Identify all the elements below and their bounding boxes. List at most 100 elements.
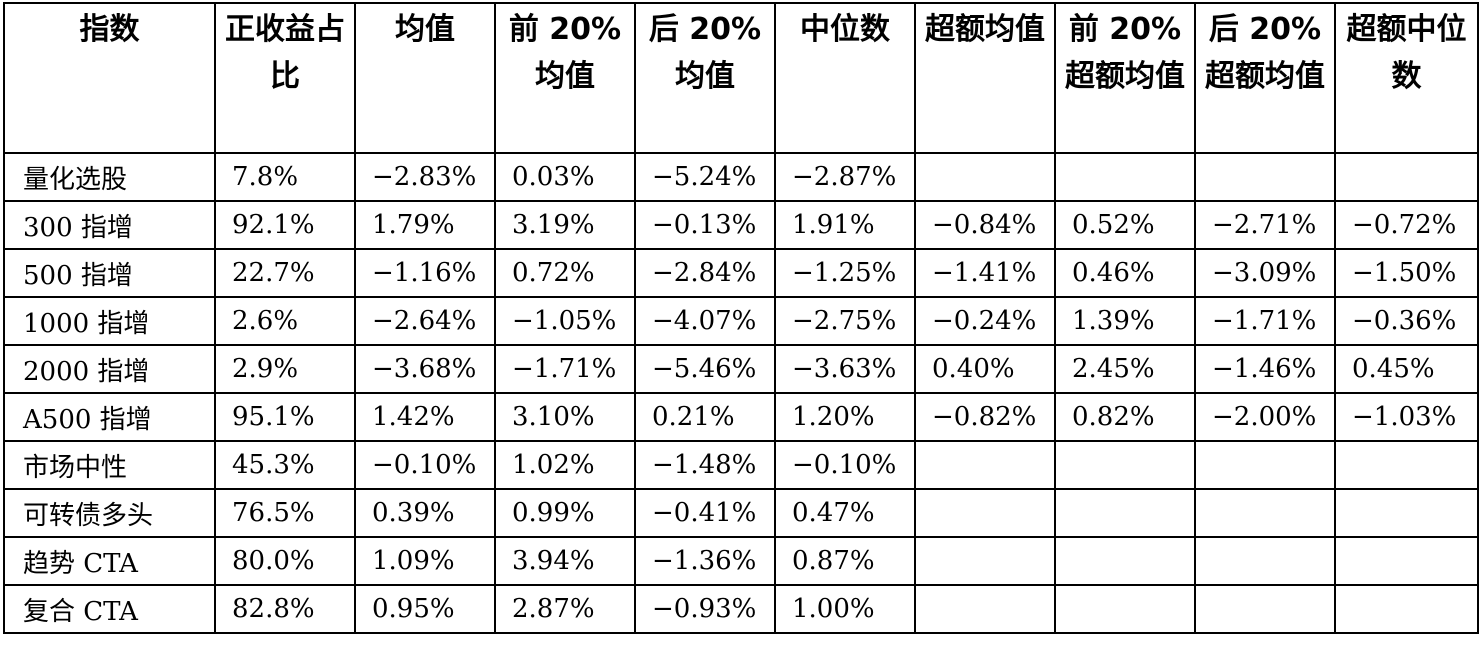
cell-excess-mean bbox=[914, 152, 1056, 202]
cell-mean: 1.42% bbox=[354, 392, 496, 442]
cell-top20-mean: 0.03% bbox=[494, 152, 636, 202]
cell-bottom20-mean: −2.84% bbox=[634, 248, 776, 298]
table-row: 可转债多头 76.5% 0.39% 0.99% −0.41% 0.47% bbox=[3, 488, 1479, 538]
cell-bottom20-excess-mean: −1.46% bbox=[1194, 344, 1336, 394]
table-body: 量化选股 7.8% −2.83% 0.03% −5.24% −2.87% 300 指增 92.… bbox=[3, 152, 1479, 634]
cell-bottom20-excess-mean: −2.00% bbox=[1194, 392, 1336, 442]
cell-bottom20-mean: 0.21% bbox=[634, 392, 776, 442]
cell-top20-excess-mean bbox=[1054, 488, 1196, 538]
cell-top20-mean: −1.71% bbox=[494, 344, 636, 394]
cell-positive-ratio: 45.3% bbox=[214, 440, 356, 490]
cell-excess-median: −1.03% bbox=[1334, 392, 1479, 442]
header-top20-excess-mean: 前 20%超额均值 bbox=[1054, 2, 1196, 154]
table-row: A500 指增 95.1% 1.42% 3.10% 0.21% 1.20% −0.82% 0.… bbox=[3, 392, 1479, 442]
cell-top20-excess-mean: 2.45% bbox=[1054, 344, 1196, 394]
cell-mean: 0.39% bbox=[354, 488, 496, 538]
cell-median: −1.25% bbox=[774, 248, 916, 298]
cell-bottom20-mean: −1.48% bbox=[634, 440, 776, 490]
cell-bottom20-mean: −4.07% bbox=[634, 296, 776, 346]
cell-excess-mean: −0.84% bbox=[914, 200, 1056, 250]
cell-index-name: 复合 CTA bbox=[3, 584, 216, 634]
cell-top20-excess-mean: 0.82% bbox=[1054, 392, 1196, 442]
cell-bottom20-mean: −5.24% bbox=[634, 152, 776, 202]
cell-excess-mean: 0.40% bbox=[914, 344, 1056, 394]
cell-positive-ratio: 95.1% bbox=[214, 392, 356, 442]
cell-bottom20-excess-mean: −1.71% bbox=[1194, 296, 1336, 346]
table-row: 2000 指增 2.9% −3.68% −1.71% −5.46% −3.63% 0.40%… bbox=[3, 344, 1479, 394]
cell-positive-ratio: 76.5% bbox=[214, 488, 356, 538]
cell-top20-excess-mean bbox=[1054, 584, 1196, 634]
cell-top20-excess-mean bbox=[1054, 536, 1196, 586]
cell-top20-excess-mean bbox=[1054, 440, 1196, 490]
cell-mean: −0.10% bbox=[354, 440, 496, 490]
cell-median: −2.87% bbox=[774, 152, 916, 202]
cell-mean: 0.95% bbox=[354, 584, 496, 634]
cell-median: 1.00% bbox=[774, 584, 916, 634]
cell-positive-ratio: 92.1% bbox=[214, 200, 356, 250]
cell-mean: −3.68% bbox=[354, 344, 496, 394]
cell-index-name: 2000 指增 bbox=[3, 344, 216, 394]
table-row: 300 指增 92.1% 1.79% 3.19% −0.13% 1.91% −0.84% 0.… bbox=[3, 200, 1479, 250]
cell-median: 0.47% bbox=[774, 488, 916, 538]
cell-excess-mean: −0.82% bbox=[914, 392, 1056, 442]
cell-median: 1.91% bbox=[774, 200, 916, 250]
cell-mean: −1.16% bbox=[354, 248, 496, 298]
cell-mean: −2.64% bbox=[354, 296, 496, 346]
cell-index-name: 量化选股 bbox=[3, 152, 216, 202]
cell-top20-excess-mean: 0.52% bbox=[1054, 200, 1196, 250]
cell-excess-mean: −0.24% bbox=[914, 296, 1056, 346]
cell-excess-median: −1.50% bbox=[1334, 248, 1479, 298]
cell-positive-ratio: 7.8% bbox=[214, 152, 356, 202]
table-row: 复合 CTA 82.8% 0.95% 2.87% −0.93% 1.00% bbox=[3, 584, 1479, 634]
cell-excess-median: 0.45% bbox=[1334, 344, 1479, 394]
cell-excess-median bbox=[1334, 152, 1479, 202]
cell-excess-median bbox=[1334, 536, 1479, 586]
cell-median: 1.20% bbox=[774, 392, 916, 442]
table-header: 指数 正收益占比 均值 前 20%均值 后 20%均值 中位数 超额均值 前 2… bbox=[3, 2, 1479, 154]
cell-top20-mean: 1.02% bbox=[494, 440, 636, 490]
cell-bottom20-excess-mean: −3.09% bbox=[1194, 248, 1336, 298]
cell-index-name: 可转债多头 bbox=[3, 488, 216, 538]
cell-median: 0.87% bbox=[774, 536, 916, 586]
cell-positive-ratio: 80.0% bbox=[214, 536, 356, 586]
header-median: 中位数 bbox=[774, 2, 916, 154]
cell-bottom20-excess-mean bbox=[1194, 152, 1336, 202]
header-bottom20-excess-mean: 后 20%超额均值 bbox=[1194, 2, 1336, 154]
cell-top20-mean: 3.19% bbox=[494, 200, 636, 250]
cell-positive-ratio: 2.6% bbox=[214, 296, 356, 346]
cell-bottom20-mean: −1.36% bbox=[634, 536, 776, 586]
cell-top20-mean: 0.72% bbox=[494, 248, 636, 298]
cell-top20-mean: −1.05% bbox=[494, 296, 636, 346]
cell-index-name: 1000 指增 bbox=[3, 296, 216, 346]
header-mean: 均值 bbox=[354, 2, 496, 154]
cell-bottom20-excess-mean bbox=[1194, 536, 1336, 586]
cell-bottom20-mean: −0.41% bbox=[634, 488, 776, 538]
cell-excess-mean: −1.41% bbox=[914, 248, 1056, 298]
cell-top20-mean: 2.87% bbox=[494, 584, 636, 634]
cell-excess-median bbox=[1334, 488, 1479, 538]
cell-top20-mean: 3.10% bbox=[494, 392, 636, 442]
cell-bottom20-excess-mean: −2.71% bbox=[1194, 200, 1336, 250]
cell-bottom20-mean: −0.13% bbox=[634, 200, 776, 250]
cell-mean: 1.09% bbox=[354, 536, 496, 586]
cell-excess-median: −0.36% bbox=[1334, 296, 1479, 346]
cell-bottom20-excess-mean bbox=[1194, 584, 1336, 634]
cell-median: −2.75% bbox=[774, 296, 916, 346]
cell-bottom20-mean: −0.93% bbox=[634, 584, 776, 634]
header-index: 指数 bbox=[3, 2, 216, 154]
table-row: 500 指增 22.7% −1.16% 0.72% −2.84% −1.25% −1.41%… bbox=[3, 248, 1479, 298]
cell-excess-mean bbox=[914, 440, 1056, 490]
cell-positive-ratio: 22.7% bbox=[214, 248, 356, 298]
header-positive-ratio: 正收益占比 bbox=[214, 2, 356, 154]
cell-top20-excess-mean bbox=[1054, 152, 1196, 202]
header-top20-mean: 前 20%均值 bbox=[494, 2, 636, 154]
cell-excess-mean bbox=[914, 536, 1056, 586]
cell-bottom20-excess-mean bbox=[1194, 440, 1336, 490]
header-excess-median: 超额中位数 bbox=[1334, 2, 1479, 154]
cell-excess-median bbox=[1334, 584, 1479, 634]
cell-median: −0.10% bbox=[774, 440, 916, 490]
table-row: 趋势 CTA 80.0% 1.09% 3.94% −1.36% 0.87% bbox=[3, 536, 1479, 586]
stats-table: 指数 正收益占比 均值 前 20%均值 后 20%均值 中位数 超额均值 前 2… bbox=[3, 2, 1479, 634]
cell-top20-excess-mean: 1.39% bbox=[1054, 296, 1196, 346]
cell-top20-mean: 0.99% bbox=[494, 488, 636, 538]
